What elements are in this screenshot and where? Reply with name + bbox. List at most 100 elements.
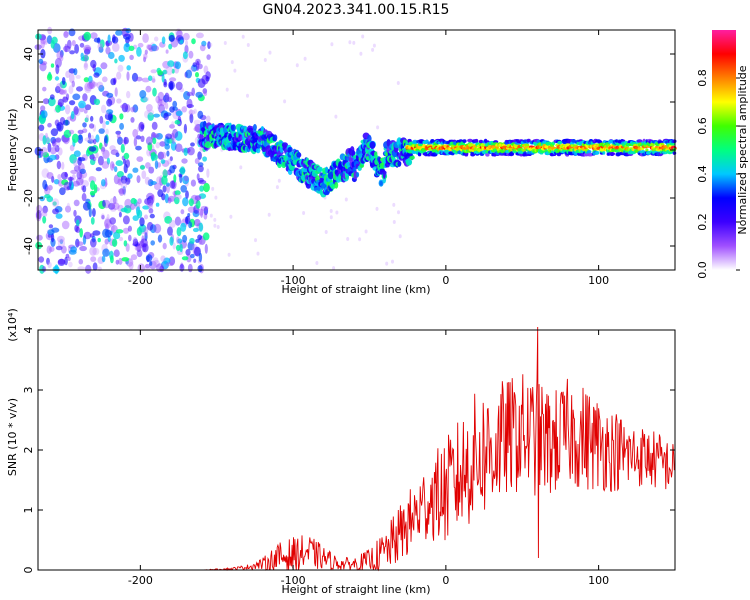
- spectrogram-cell: [171, 136, 176, 145]
- spectrogram-cell: [130, 106, 136, 113]
- y-tick-label: 0: [22, 567, 35, 574]
- spectrogram-cell: [73, 68, 78, 76]
- spectrogram-cell: [181, 256, 189, 261]
- spectrogram-cell: [157, 151, 165, 160]
- spectrogram-cell: [467, 143, 474, 147]
- colorbar-tick-label: 0.6: [696, 117, 709, 135]
- spectrogram-cell: [72, 93, 81, 101]
- spectrogram-cell: [152, 133, 160, 139]
- spectrogram-cell: [133, 137, 138, 147]
- spectrogram-cell: [175, 81, 183, 91]
- spectrogram-cell: [385, 261, 389, 266]
- spectrogram-cell: [109, 145, 116, 151]
- spectrogram-cell: [162, 169, 168, 179]
- spectrogram-cell: [157, 91, 165, 102]
- spectrogram-cell: [82, 122, 87, 128]
- spectrogram-cell: [223, 41, 227, 45]
- spectrogram-cell: [189, 113, 194, 124]
- spectrogram-cell: [283, 99, 287, 104]
- spectrogram-cell: [636, 139, 643, 143]
- spectrogram-cell: [82, 93, 88, 102]
- spectrogram-cell: [83, 44, 92, 53]
- spectrogram-cell: [139, 90, 147, 99]
- spectrogram-cell: [182, 197, 189, 207]
- spectrogram-cell: [59, 50, 64, 58]
- colorbar-tick-label: 0.8: [696, 69, 709, 87]
- spectrogram-cell: [42, 265, 47, 273]
- colorbar-gradient: [712, 30, 736, 270]
- spectrogram-cell: [191, 87, 195, 97]
- spectrogram-cell: [55, 86, 61, 94]
- spectrogram-cell: [123, 158, 127, 165]
- spectrogram-cell: [79, 42, 85, 48]
- spectrogram-cell: [96, 37, 101, 44]
- spectrogram-cell: [128, 234, 132, 242]
- spectrogram-cell: [162, 69, 168, 75]
- spectrogram-cell: [132, 237, 138, 245]
- spectrogram-cell: [186, 98, 193, 109]
- spectrogram-cell: [116, 98, 122, 104]
- spectrogram-cell: [84, 46, 92, 52]
- spectrogram-cell: [179, 243, 183, 253]
- spectrogram-cell: [112, 196, 117, 205]
- spectrogram-cell: [595, 151, 600, 155]
- spectrogram-cell: [68, 129, 75, 135]
- spectrogram-cell: [199, 185, 205, 192]
- spectrogram-cell: [62, 96, 69, 103]
- spectrogram-cell: [263, 58, 267, 62]
- spectrogram-cell: [153, 259, 160, 268]
- spectrogram-cell: [136, 156, 144, 163]
- spectrogram-cell: [185, 190, 189, 199]
- colorbar-label: Normalized spectral amplitude: [736, 65, 749, 234]
- spectrogram-cell: [46, 73, 53, 81]
- spectrogram-cell: [115, 229, 124, 234]
- spectrogram-cell: [61, 161, 65, 170]
- spectrogram-cell: [586, 152, 594, 157]
- spectrogram-cell: [146, 44, 151, 50]
- spectrogram-cell: [141, 170, 147, 179]
- spectrogram-cell: [194, 218, 201, 227]
- spectrogram-cell: [196, 60, 200, 71]
- spectrogram-cell: [188, 198, 194, 207]
- spectrogram-cell: [557, 140, 563, 145]
- spectrogram-cell: [106, 157, 110, 165]
- colorbar-tick-label: 0.2: [696, 213, 709, 231]
- spectrogram-cell: [54, 76, 60, 81]
- spectrogram-cell: [102, 228, 110, 238]
- spectrogram-cell: [48, 224, 54, 229]
- spectrogram-cell: [55, 104, 61, 113]
- spectrogram-cell: [79, 228, 83, 238]
- spectrogram-cell: [132, 104, 139, 113]
- spectrogram-cell: [332, 266, 336, 271]
- spectrogram-cell: [192, 62, 197, 68]
- spectrogram-cell: [115, 160, 124, 167]
- spectrogram-cell: [106, 92, 114, 98]
- spectrogram-cell: [137, 263, 146, 273]
- spectrogram-cell: [92, 64, 96, 72]
- spectrogram-cell: [256, 251, 260, 256]
- snr-xlabel: Height of straight line (km): [281, 583, 430, 596]
- spectrogram-cell: [209, 42, 213, 47]
- spectrogram-cell: [329, 209, 333, 213]
- spectrogram-cell: [39, 196, 45, 202]
- spectrogram-cell: [649, 142, 655, 147]
- spectrogram-cell: [176, 30, 183, 38]
- spectrogram-cell: [65, 70, 71, 78]
- spectrogram-cell: [153, 223, 162, 234]
- spectrogram-cell: [113, 174, 120, 185]
- spectrogram-cell: [367, 134, 372, 143]
- spectrogram-cell: [193, 126, 200, 132]
- spectrogram-cell: [102, 120, 106, 130]
- spectrogram-cell: [115, 259, 120, 265]
- spectrogram-cell: [81, 193, 87, 202]
- spectrogram-cell: [41, 207, 49, 214]
- spectrogram-cell: [45, 137, 50, 145]
- spectrogram-cell: [57, 258, 66, 265]
- spectrogram-cell: [79, 245, 87, 252]
- spectrogram-cell: [145, 136, 153, 146]
- spectrogram-cell: [35, 210, 42, 220]
- spectrogram-cell: [113, 249, 120, 257]
- spectrogram-cell: [123, 163, 128, 174]
- spectrogram-cell: [202, 88, 208, 94]
- spectrogram-cell: [142, 243, 149, 253]
